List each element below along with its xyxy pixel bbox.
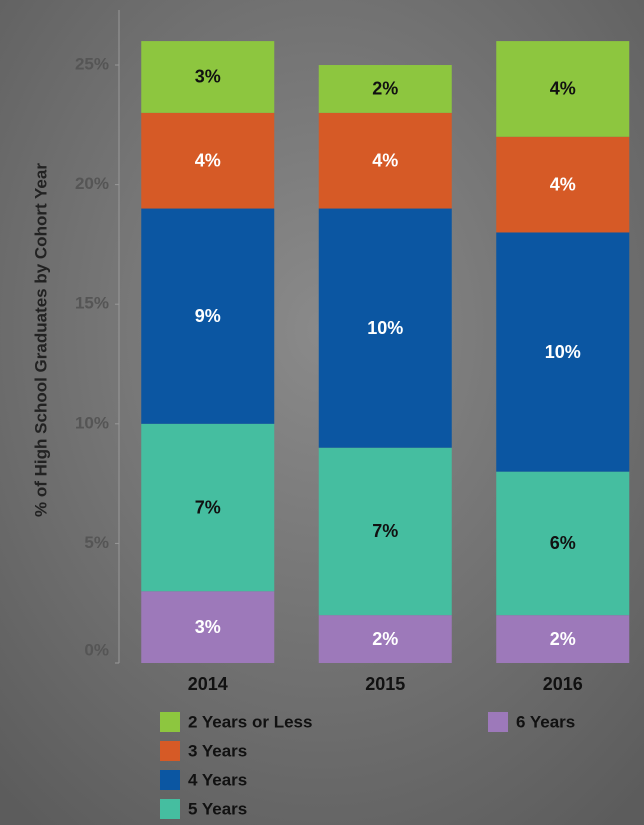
value-label: 2% — [372, 79, 398, 99]
x-tick-label: 2015 — [365, 674, 405, 694]
value-label: 4% — [550, 79, 576, 99]
y-tick-label: 15% — [75, 294, 109, 313]
legend-label: 4 Years — [188, 770, 247, 789]
value-label: 4% — [195, 150, 221, 170]
value-label: 6% — [550, 533, 576, 553]
page: {"chart_data": {"type": "stacked_bar", "… — [0, 0, 644, 825]
legend-label: 6 Years — [516, 712, 575, 731]
y-tick-label: 20% — [75, 174, 109, 193]
value-label: 3% — [195, 67, 221, 87]
y-tick-label: 0% — [84, 640, 109, 659]
value-label: 3% — [195, 617, 221, 637]
value-label: 2% — [550, 629, 576, 649]
legend-swatch — [160, 799, 180, 819]
y-tick-label: 25% — [75, 54, 109, 73]
y-tick-label: 5% — [84, 533, 109, 552]
legend-swatch — [160, 712, 180, 732]
x-tick-label: 2016 — [543, 674, 583, 694]
x-tick-label: 2014 — [188, 674, 228, 694]
value-label: 4% — [372, 150, 398, 170]
value-label: 7% — [195, 497, 221, 517]
value-label: 10% — [545, 342, 581, 362]
value-label: 10% — [367, 318, 403, 338]
value-label: 4% — [550, 174, 576, 194]
value-label: 2% — [372, 629, 398, 649]
value-label: 9% — [195, 306, 221, 326]
legend-swatch — [160, 741, 180, 761]
chart: % of High School Graduates by Cohort Yea… — [0, 0, 644, 825]
legend-label: 5 Years — [188, 799, 247, 818]
y-axis-title: % of High School Graduates by Cohort Yea… — [31, 163, 50, 517]
legend-swatch — [488, 712, 508, 732]
y-tick-label: 10% — [75, 413, 109, 432]
value-label: 7% — [372, 521, 398, 541]
legend-swatch — [160, 770, 180, 790]
legend-label: 2 Years or Less — [188, 712, 312, 731]
legend-label: 3 Years — [188, 741, 247, 760]
